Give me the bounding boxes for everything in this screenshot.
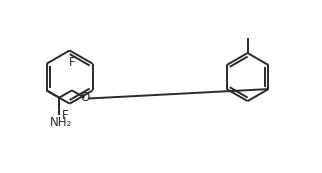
Text: F: F — [69, 56, 75, 69]
Text: NH₂: NH₂ — [50, 116, 72, 129]
Text: O: O — [80, 91, 90, 104]
Text: F: F — [62, 109, 68, 122]
